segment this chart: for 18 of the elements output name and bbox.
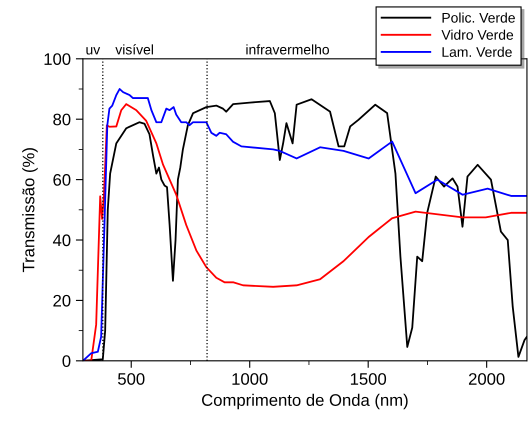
y-tick-label: 20 [53, 294, 70, 307]
y-tick-label: 60 [53, 174, 70, 186]
x-tick-label: 500 [118, 373, 144, 385]
y-tick-label: 40 [52, 234, 70, 246]
text: uv [86, 47, 100, 55]
text: visível [115, 44, 153, 55]
y-tick-label: 100 [44, 53, 70, 65]
legend-label: Vidro Verde [441, 30, 514, 40]
x-tick-label: 1000 [232, 373, 268, 385]
x-tick-label: 2000 [468, 373, 505, 385]
legend-label: Lam. Verde [442, 46, 512, 57]
y-axis-title: Transmissão (%) [22, 148, 38, 272]
y-tick-label: 0 [62, 355, 70, 368]
text: infravermelho [246, 44, 330, 55]
x-axis-title: Comprimento de Onda (nm) [202, 394, 408, 410]
x-tick-label: 1500 [350, 373, 386, 385]
legend-label: Polic. Verde [442, 12, 515, 23]
y-tick-label: 80 [53, 114, 70, 126]
